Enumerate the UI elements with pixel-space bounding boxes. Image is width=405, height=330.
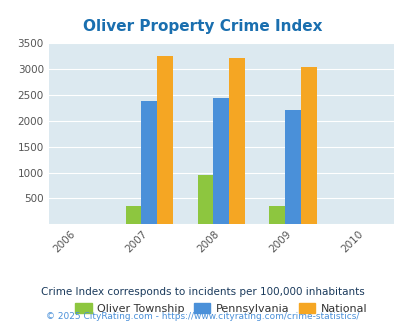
- Bar: [228, 58, 244, 224]
- Bar: [269, 206, 285, 224]
- Bar: [301, 67, 316, 224]
- Bar: [285, 110, 301, 224]
- Text: Crime Index corresponds to incidents per 100,000 inhabitants: Crime Index corresponds to incidents per…: [41, 287, 364, 297]
- Bar: [197, 175, 213, 224]
- Bar: [125, 206, 141, 224]
- Legend: Oliver Township, Pennsylvania, National: Oliver Township, Pennsylvania, National: [70, 299, 371, 318]
- Text: © 2025 CityRating.com - https://www.cityrating.com/crime-statistics/: © 2025 CityRating.com - https://www.city…: [46, 312, 359, 321]
- Bar: [213, 98, 228, 224]
- Bar: [141, 101, 157, 224]
- Bar: [157, 55, 173, 224]
- Text: Oliver Property Crime Index: Oliver Property Crime Index: [83, 19, 322, 34]
